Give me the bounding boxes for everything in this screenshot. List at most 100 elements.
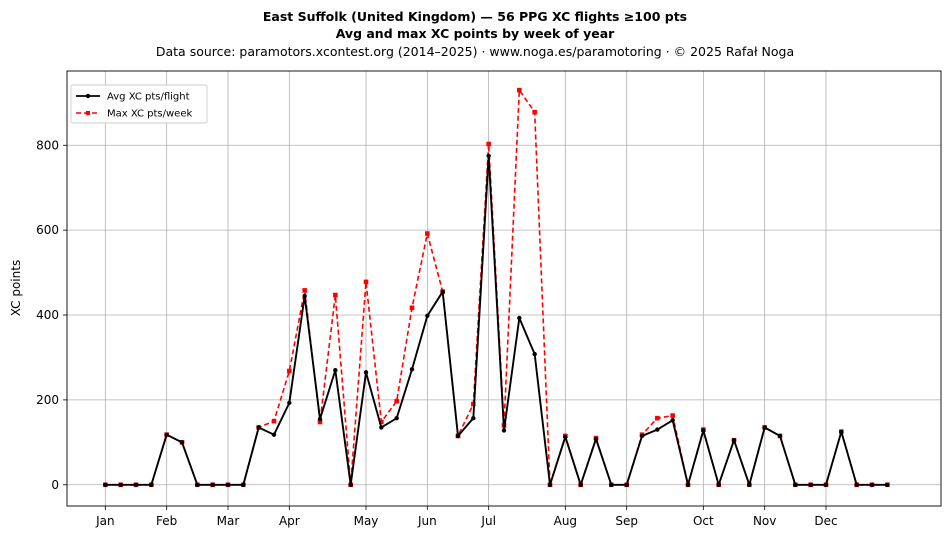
y-tick-label: 400	[36, 308, 59, 322]
x-tick-label: Jun	[417, 514, 437, 528]
avg-point	[701, 428, 706, 433]
avg-point	[195, 482, 200, 487]
avg-series-line	[105, 154, 888, 486]
avg-point	[639, 433, 645, 439]
x-tick-label: Sep	[615, 514, 638, 528]
avg-point	[409, 367, 415, 372]
avg-point	[532, 351, 537, 357]
avg-point	[655, 427, 660, 432]
chart-subtitle: Avg and max XC points by week of year	[335, 26, 615, 41]
avg-point	[455, 433, 461, 439]
x-tick-label: Oct	[693, 514, 714, 528]
avg-point	[486, 153, 491, 159]
avg-point	[225, 482, 231, 487]
max-point	[302, 288, 307, 293]
avg-point	[164, 432, 169, 437]
max-point	[532, 109, 537, 115]
y-tick-label: 200	[36, 393, 59, 407]
title-block: East Suffolk (United Kingdom) — 56 PPG X…	[0, 8, 950, 60]
avg-point	[394, 415, 399, 421]
y-axis-label: XC points	[9, 260, 23, 316]
x-tick-label: Mar	[217, 514, 240, 528]
max-point	[394, 398, 399, 404]
legend-avg-swatch-marker	[85, 93, 91, 99]
avg-point	[287, 400, 292, 406]
data-source-caption: Data source: paramotors.xcontest.org (20…	[155, 44, 795, 59]
avg-point	[425, 313, 430, 319]
avg-point	[348, 482, 353, 487]
max-point	[271, 418, 277, 424]
max-point	[287, 368, 292, 374]
avg-point	[363, 370, 369, 375]
x-tick-label: Apr	[279, 514, 300, 528]
avg-point	[271, 432, 277, 437]
legend: Avg XC pts/flight Max XC pts/week	[70, 84, 208, 124]
x-tick-label: May	[354, 514, 379, 528]
avg-point	[118, 482, 123, 487]
avg-point	[885, 482, 890, 487]
x-tick-label: Aug	[554, 514, 577, 528]
avg-point	[839, 429, 844, 434]
avg-point	[793, 482, 798, 487]
x-tick-label: Jan	[95, 514, 115, 528]
x-tick-label: Dec	[814, 514, 837, 528]
avg-point	[241, 482, 246, 487]
legend-max-label: Max XC pts/week	[107, 109, 192, 120]
avg-point	[210, 482, 215, 487]
max-point	[333, 292, 338, 298]
max-point	[379, 419, 384, 425]
avg-point	[593, 436, 599, 442]
y-tick-label: 800	[36, 138, 59, 152]
max-point	[425, 231, 430, 236]
legend-max-swatch-marker	[86, 111, 90, 115]
max-point	[517, 87, 522, 93]
plot-frame	[66, 70, 942, 507]
y-tick-label: 0	[51, 478, 59, 492]
axis-ticks: Jan Feb Mar Apr May Jun Jul Aug Sep Oct Nov Dec 0 200…	[36, 138, 838, 528]
avg-point	[333, 367, 338, 373]
x-tick-label: Jul	[480, 514, 495, 528]
max-point	[655, 415, 660, 421]
avg-point	[179, 440, 185, 445]
avg-point	[609, 482, 614, 487]
max-point	[670, 413, 675, 418]
legend-avg-label: Avg XC pts/flight	[107, 92, 190, 103]
avg-point	[869, 482, 875, 487]
avg-point	[762, 425, 767, 430]
avg-point	[854, 482, 859, 487]
avg-point	[563, 434, 568, 440]
avg-point	[808, 482, 813, 487]
avg-point	[547, 482, 553, 487]
avg-point	[379, 425, 384, 430]
y-tick-label: 600	[36, 223, 59, 237]
avg-point	[471, 415, 476, 421]
max-point	[409, 305, 415, 311]
x-tick-label: Nov	[753, 514, 776, 528]
avg-point	[440, 289, 445, 294]
max-point	[363, 279, 369, 285]
avg-point	[517, 315, 522, 321]
max-point	[317, 419, 323, 425]
avg-point	[685, 482, 691, 487]
avg-point	[731, 438, 737, 443]
x-tick-label: Feb	[156, 514, 177, 528]
chart-title: East Suffolk (United Kingdom) — 56 PPG X…	[262, 9, 688, 24]
avg-point	[716, 482, 721, 487]
grid-lines	[67, 71, 941, 506]
max-point	[486, 141, 491, 147]
avg-point	[624, 482, 629, 487]
avg-point	[103, 482, 108, 487]
avg-point	[133, 482, 139, 487]
avg-point	[670, 418, 675, 423]
legend-box	[70, 84, 208, 124]
avg-point	[747, 482, 752, 487]
avg-point	[578, 482, 583, 487]
avg-point	[317, 416, 323, 422]
avg-point	[302, 293, 307, 299]
series-layer	[103, 87, 890, 488]
avg-point	[823, 482, 829, 487]
avg-point	[501, 428, 507, 433]
avg-point	[777, 433, 783, 439]
avg-point	[149, 482, 154, 487]
